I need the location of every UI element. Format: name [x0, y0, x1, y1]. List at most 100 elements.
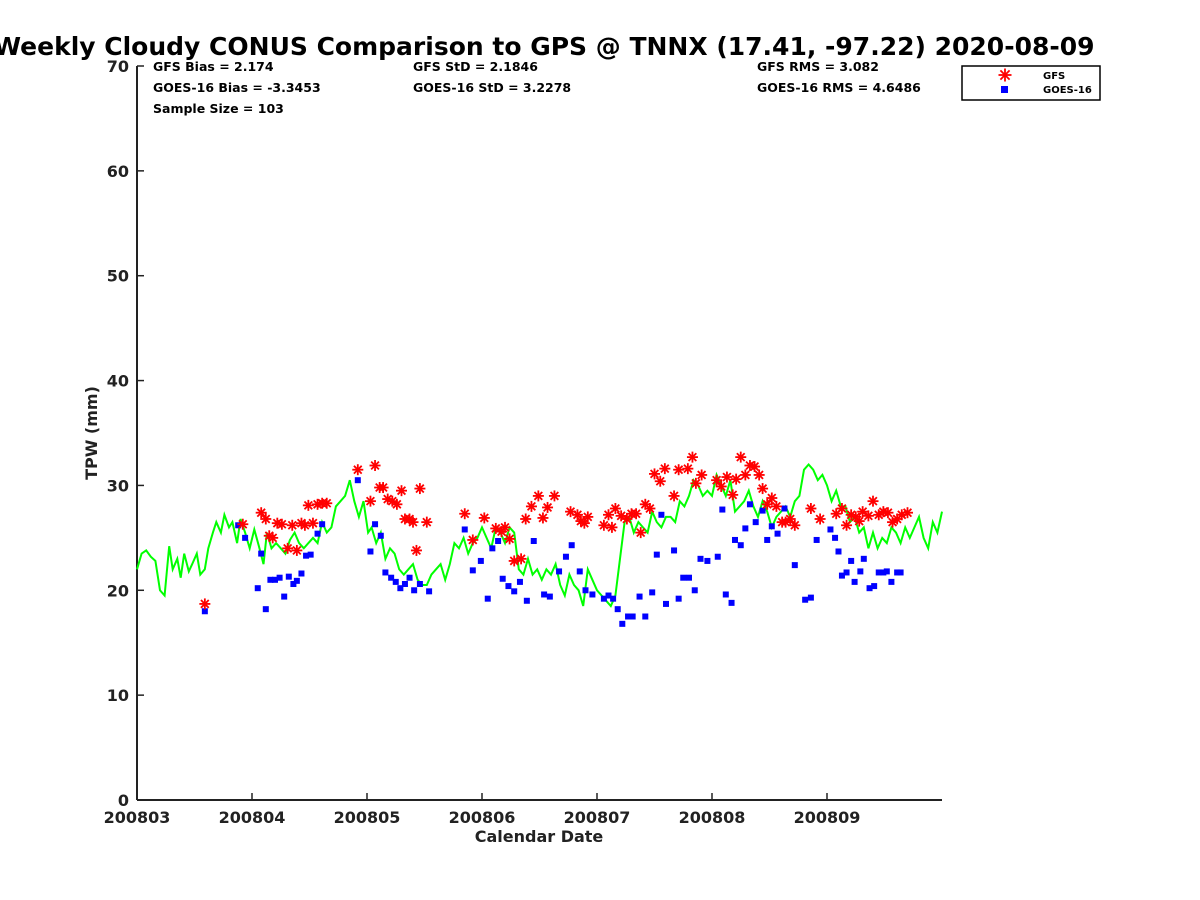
goes-point [832, 534, 839, 541]
goes-point [477, 557, 484, 564]
stat-goes-bias: GOES-16 Bias = -3.3453 [153, 80, 321, 95]
goes-point [619, 620, 626, 627]
stat-gfs-bias: GFS Bias = 2.174 [153, 59, 274, 74]
stat-gfs-std: GFS StD = 2.1846 [413, 59, 538, 74]
x-tick-label: 200805 [334, 808, 401, 827]
y-tick-label: 50 [107, 267, 129, 286]
goes-point [242, 534, 249, 541]
goes-point [897, 569, 904, 576]
goes-point [319, 521, 326, 528]
gfs-point [603, 509, 614, 521]
goes-point [629, 613, 636, 620]
goes-point [201, 608, 208, 615]
gfs-point [421, 516, 433, 528]
gfs-point [520, 513, 532, 525]
goes-point [610, 595, 617, 602]
goes-point [719, 506, 726, 513]
gfs-point [276, 518, 288, 530]
gfs-point [478, 512, 490, 524]
gfs-point [609, 502, 621, 514]
gfs-point [805, 502, 817, 514]
goes-point [888, 578, 895, 585]
goes-point [714, 553, 721, 560]
goes-point [416, 580, 423, 587]
chart-title: Weekly Cloudy CONUS Comparison to GPS @ … [0, 32, 1095, 61]
goes-point [511, 588, 518, 595]
goes-point [541, 591, 548, 598]
goes-point [752, 519, 759, 526]
goes-point [894, 569, 901, 576]
gfs-point [902, 507, 913, 519]
gfs-point [199, 598, 211, 610]
legend-box [961, 65, 1101, 101]
gfs-point [841, 519, 853, 531]
gfs-point [302, 499, 314, 511]
goes-point [568, 542, 575, 549]
gfs-point [757, 483, 769, 495]
goes-point [857, 568, 864, 575]
goes-point [354, 477, 361, 484]
legend-goes-label: GOES-16 [1043, 85, 1092, 96]
goes-point [589, 591, 596, 598]
gfs-point [504, 533, 516, 545]
goes-point [691, 587, 698, 594]
goes-point [505, 583, 512, 590]
gfs-point [862, 510, 874, 522]
gps-line [136, 462, 943, 608]
goes-point [653, 551, 660, 558]
gfs-point [727, 489, 739, 501]
gfs-point [237, 518, 249, 530]
gfs-point [532, 490, 544, 502]
goes-point [401, 580, 408, 587]
goes-point [807, 594, 814, 601]
goes-point [774, 530, 781, 537]
gfs-point [414, 483, 426, 495]
gfs-point [715, 480, 727, 492]
goes-point [866, 585, 873, 592]
goes-point [372, 521, 379, 528]
goes-point [397, 585, 404, 592]
gfs-point [668, 490, 680, 502]
goes-point [406, 574, 413, 581]
y-tick-label: 0 [118, 791, 129, 810]
goes-point [883, 568, 890, 575]
goes-point [285, 573, 292, 580]
gfs-point [761, 498, 773, 510]
goes-point [367, 548, 374, 555]
goes-point [813, 536, 820, 543]
goes-point [722, 591, 729, 598]
gfs-point [789, 519, 801, 531]
goes-point [600, 595, 607, 602]
gfs-point [857, 506, 869, 518]
goes-point [530, 538, 537, 545]
goes-point [489, 545, 496, 552]
goes-point [697, 555, 704, 562]
gfs-point [525, 500, 537, 512]
gfs-point [686, 451, 698, 463]
goes-point [880, 569, 887, 576]
goes-point [392, 578, 399, 585]
gfs-point [836, 502, 848, 514]
goes-point [499, 575, 506, 582]
y-tick-label: 10 [107, 686, 129, 705]
goes-point [871, 583, 878, 590]
goes-point [737, 542, 744, 549]
goes-point [411, 587, 418, 594]
gfs-point [396, 485, 407, 497]
gfs-point [711, 474, 723, 486]
goes-point [307, 551, 314, 558]
goes-point [303, 552, 310, 559]
gfs-point [615, 510, 627, 522]
gfs-point [635, 527, 647, 539]
gfs-point [770, 500, 782, 512]
goes-point [649, 589, 656, 596]
gfs-point [499, 521, 511, 533]
goes-point [516, 578, 523, 585]
goes-point [235, 522, 242, 529]
stat-gfs-rms: GFS RMS = 3.082 [757, 59, 879, 74]
goes-point [258, 550, 265, 557]
goes-point [377, 532, 384, 539]
gfs-point [735, 451, 747, 463]
gfs-point [407, 516, 419, 528]
